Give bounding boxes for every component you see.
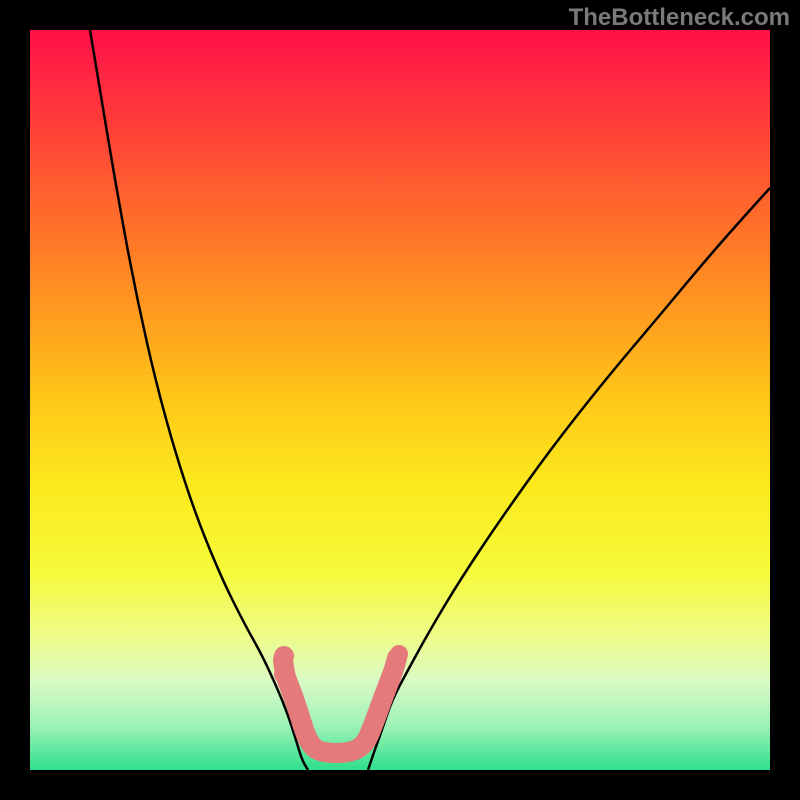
highlight-dot — [383, 667, 401, 685]
chart-svg — [30, 30, 770, 770]
chart-plot-area — [30, 30, 770, 770]
watermark-text: TheBottleneck.com — [569, 4, 790, 32]
highlight-dot — [390, 645, 408, 663]
highlight-dot — [274, 664, 294, 684]
highlight-dot — [375, 687, 393, 705]
highlight-dot — [274, 646, 294, 666]
